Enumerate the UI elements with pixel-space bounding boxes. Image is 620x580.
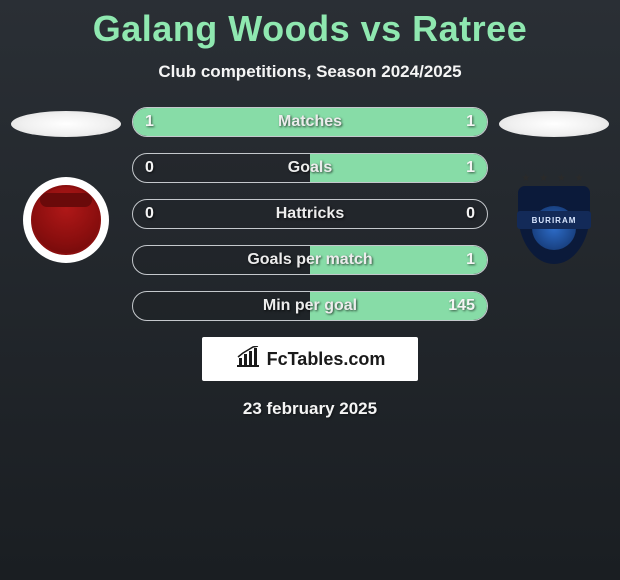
stat-right-hattricks: 0 bbox=[445, 205, 475, 223]
club-badge-right: ★ ★ ★ ★ BURIRAM bbox=[511, 177, 597, 263]
stat-left-goals: 0 bbox=[145, 159, 175, 177]
subtitle: Club competitions, Season 2024/2025 bbox=[0, 62, 620, 82]
player-avatar-placeholder-left bbox=[11, 111, 121, 137]
club-badge-left-inner bbox=[31, 185, 101, 255]
stat-label-min: Min per goal bbox=[263, 297, 357, 315]
club-badge-left bbox=[23, 177, 109, 263]
club-badge-right-ribbon: BURIRAM bbox=[517, 211, 591, 229]
stat-row-goals: 0 Goals 1 bbox=[132, 153, 488, 183]
brand-text: FcTables.com bbox=[267, 349, 386, 370]
stat-row-hattricks: 0 Hattricks 0 bbox=[132, 199, 488, 229]
stat-right-matches: 1 bbox=[445, 113, 475, 131]
stat-label-matches: Matches bbox=[278, 113, 342, 131]
stat-right-min: 145 bbox=[445, 297, 475, 315]
stat-label-hattricks: Hattricks bbox=[276, 205, 344, 223]
stars-icon: ★ ★ ★ ★ bbox=[511, 173, 597, 184]
stats-table: 1 Matches 1 0 Goals 1 0 Hattricks 0 Goal… bbox=[126, 107, 494, 419]
comparison-panel: 1 Matches 1 0 Goals 1 0 Hattricks 0 Goal… bbox=[0, 107, 620, 419]
right-player-column: ★ ★ ★ ★ BURIRAM bbox=[494, 107, 614, 263]
brand-link[interactable]: FcTables.com bbox=[202, 337, 418, 381]
stat-row-min: Min per goal 145 bbox=[132, 291, 488, 321]
stat-left-matches: 1 bbox=[145, 113, 175, 131]
page-title: Galang Woods vs Ratree bbox=[0, 0, 620, 50]
stat-row-matches: 1 Matches 1 bbox=[132, 107, 488, 137]
club-badge-left-band bbox=[40, 193, 92, 207]
stat-right-goals: 1 bbox=[445, 159, 475, 177]
stat-label-goals: Goals bbox=[288, 159, 332, 177]
club-badge-right-shield: BURIRAM bbox=[518, 186, 590, 264]
player-avatar-placeholder-right bbox=[499, 111, 609, 137]
stat-right-gpm: 1 bbox=[445, 251, 475, 269]
bar-chart-icon bbox=[235, 346, 261, 373]
stat-label-gpm: Goals per match bbox=[247, 251, 372, 269]
stat-left-hattricks: 0 bbox=[145, 205, 175, 223]
date-label: 23 february 2025 bbox=[132, 399, 488, 419]
stat-row-gpm: Goals per match 1 bbox=[132, 245, 488, 275]
left-player-column bbox=[6, 107, 126, 263]
